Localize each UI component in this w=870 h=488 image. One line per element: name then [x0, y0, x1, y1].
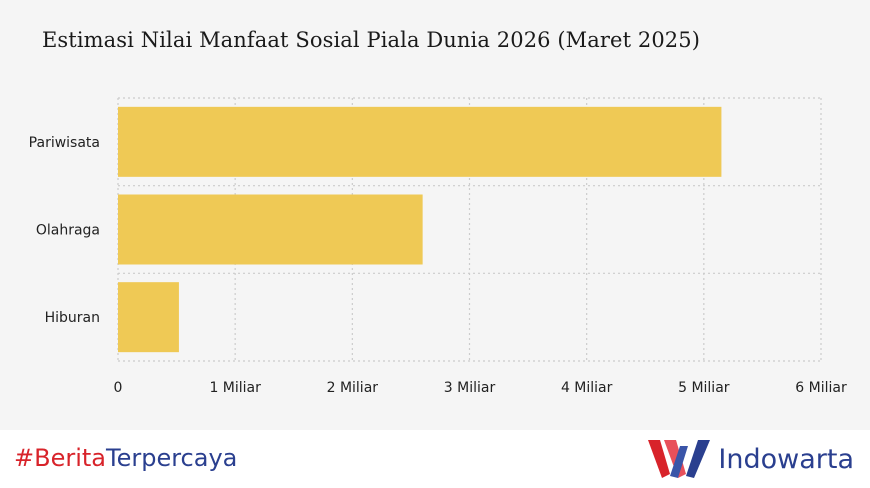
hashtag-word-berita: Berita	[34, 444, 106, 472]
bar-hiburan	[118, 282, 179, 353]
x-tick-label-6: 6 Miliar	[795, 380, 847, 396]
bar-pariwisata	[118, 106, 722, 177]
x-tick-label-3: 3 Miliar	[444, 380, 496, 396]
indowarta-w-logo-icon	[648, 440, 711, 478]
footer: #BeritaTerpercaya Indowarta	[0, 430, 870, 488]
chart-area: Estimasi Nilai Manfaat Sosial Piala Duni…	[28, 28, 847, 396]
category-label-pariwisata: Pariwisata	[29, 135, 100, 151]
hashtag-word-terpercaya: Terpercaya	[106, 444, 238, 472]
hashtag-symbol: #	[14, 444, 35, 472]
brand-logo-link[interactable]: Indowarta	[646, 436, 854, 482]
x-tick-label-0: 0	[114, 380, 123, 396]
x-tick-label-5: 5 Miliar	[678, 380, 730, 396]
x-tick-label-4: 4 Miliar	[561, 380, 613, 396]
hashtag-link[interactable]: #BeritaTerpercaya	[14, 444, 237, 472]
category-label-hiburan: Hiburan	[45, 310, 100, 326]
chart-title: Estimasi Nilai Manfaat Sosial Piala Duni…	[42, 28, 701, 52]
x-tick-label-1: 1 Miliar	[209, 380, 261, 396]
bar-olahraga	[118, 194, 423, 265]
x-tick-label-2: 2 Miliar	[327, 380, 379, 396]
bar-chart: Pariwisata Olahraga Hiburan 0 1 Miliar 2 Mili…	[29, 97, 847, 396]
brand-name: Indowarta	[718, 443, 854, 475]
category-label-olahraga: Olahraga	[36, 223, 100, 239]
